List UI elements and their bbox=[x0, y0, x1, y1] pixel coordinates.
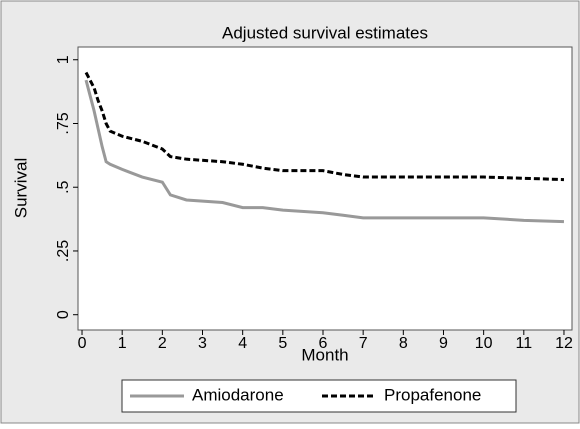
x-tick-label: 4 bbox=[238, 335, 247, 352]
y-axis-label: Survival bbox=[11, 158, 30, 218]
x-tick-label: 10 bbox=[475, 335, 493, 352]
x-tick-label: 2 bbox=[158, 335, 167, 352]
plot-area bbox=[77, 46, 573, 331]
x-tick-label: 1 bbox=[118, 335, 127, 352]
y-tick-label: 1 bbox=[55, 55, 72, 64]
series-line bbox=[84, 71, 565, 182]
x-tick-label: 8 bbox=[399, 335, 408, 352]
y-tick-label: .5 bbox=[55, 180, 72, 193]
series-line bbox=[84, 79, 565, 224]
y-tick-label: .25 bbox=[55, 240, 72, 262]
x-tick-label: 12 bbox=[555, 335, 573, 352]
x-tick-label: 11 bbox=[516, 335, 533, 352]
x-tick-label: 7 bbox=[359, 335, 368, 352]
legend-label: Propafenone bbox=[384, 385, 481, 404]
x-axis-label: Month bbox=[301, 345, 348, 364]
x-tick-label: 6 bbox=[319, 335, 328, 352]
legend-label: Amiodarone bbox=[192, 385, 284, 404]
x-tick-label: 9 bbox=[439, 335, 448, 352]
x-tick-label: 0 bbox=[78, 335, 87, 352]
y-tick-label: 0 bbox=[55, 310, 72, 319]
x-tick-label: 3 bbox=[198, 335, 207, 352]
legend bbox=[121, 379, 517, 413]
y-tick-label: .75 bbox=[55, 112, 72, 134]
chart-title: Adjusted survival estimates bbox=[222, 23, 428, 42]
x-tick-label: 5 bbox=[278, 335, 287, 352]
